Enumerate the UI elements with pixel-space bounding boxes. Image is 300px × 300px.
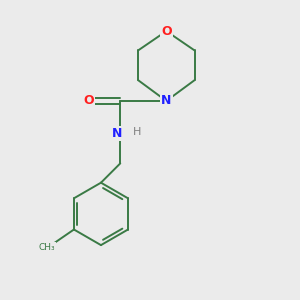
Text: N: N [112, 127, 122, 140]
Text: H: H [132, 127, 141, 137]
Text: CH₃: CH₃ [39, 243, 55, 252]
Text: O: O [161, 25, 172, 38]
Text: O: O [84, 94, 94, 107]
Text: N: N [161, 94, 172, 107]
